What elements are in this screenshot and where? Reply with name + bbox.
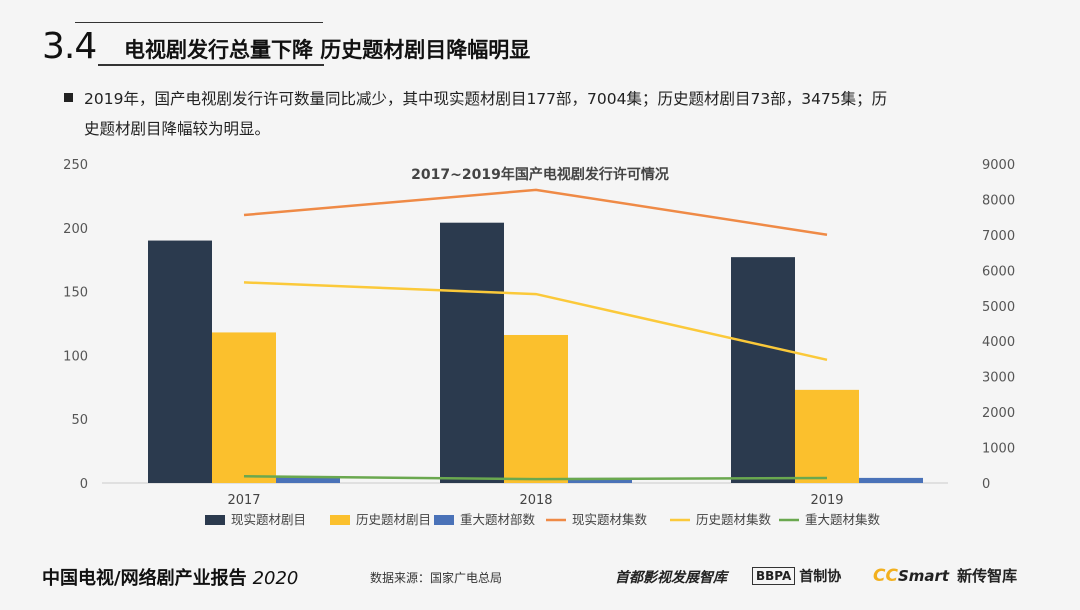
summary-line-2: 史题材剧目降幅较为明显。 bbox=[84, 120, 271, 138]
legend-swatch bbox=[434, 515, 454, 525]
logo-cc: CC bbox=[873, 566, 898, 586]
legend-swatch bbox=[205, 515, 225, 525]
legend-label: 现实题材集数 bbox=[572, 512, 648, 527]
logo-xinchuan: 新传智库 bbox=[957, 567, 1018, 585]
y-left-tick-label: 0 bbox=[80, 477, 88, 492]
x-tick-label: 2018 bbox=[519, 493, 552, 508]
bar-major-2017 bbox=[276, 476, 340, 483]
y-left-tick-label: 250 bbox=[63, 158, 88, 173]
legend-label: 重大题材集数 bbox=[805, 512, 881, 527]
summary-text: 2019年，国产电视剧发行许可数量同比减少，其中现实题材剧目177部，7004集… bbox=[84, 84, 1034, 144]
logo-smart: Smart bbox=[897, 567, 950, 585]
logo-bbpa-text: 首制协 bbox=[799, 569, 842, 585]
chart-title: 2017~2019年国产电视剧发行许可情况 bbox=[411, 166, 669, 183]
x-tick-label: 2019 bbox=[810, 493, 843, 508]
line-real-episodes bbox=[243, 188, 828, 236]
bar-real-2019 bbox=[731, 257, 795, 483]
y-left-tick-label: 150 bbox=[63, 286, 88, 301]
bar-real-2018 bbox=[440, 222, 504, 484]
legend-label: 重大题材部数 bbox=[460, 512, 536, 527]
y-right-tick-label: 5000 bbox=[982, 300, 1015, 315]
legend-swatch bbox=[330, 515, 350, 525]
y-right-tick-label: 8000 bbox=[982, 193, 1015, 208]
y-right-tick-label: 6000 bbox=[982, 264, 1015, 279]
report-title: 中国电视/网络剧产业报告 2020 bbox=[42, 564, 298, 590]
report-year: 2020 bbox=[252, 568, 299, 589]
x-tick-label: 2017 bbox=[227, 493, 260, 508]
bar-history-2018 bbox=[504, 334, 568, 483]
y-left-tick-label: 50 bbox=[71, 413, 88, 428]
y-right-tick-label: 7000 bbox=[982, 229, 1015, 244]
title-underline bbox=[98, 64, 324, 66]
logo-bbpa-box: BBPA bbox=[752, 567, 796, 585]
y-left-tick-label: 200 bbox=[63, 222, 88, 237]
legend-label: 现实题材剧目 bbox=[231, 512, 306, 527]
bar-major-2019 bbox=[859, 477, 923, 483]
bar-major-2018 bbox=[568, 477, 632, 483]
y-right-tick-label: 2000 bbox=[982, 406, 1015, 421]
bar-history-2019 bbox=[795, 389, 859, 483]
chart: 2017~2019年国产电视剧发行许可情况 0 50 100 150 200 250 0 100… bbox=[63, 158, 1015, 527]
bar-real-2017 bbox=[148, 240, 212, 483]
y-right-tick-label: 1000 bbox=[982, 442, 1015, 457]
logo-bbpa: BBPA 首制协 bbox=[752, 566, 841, 586]
logo-ccsmart: CC Smart 新传智库 bbox=[873, 565, 1017, 586]
bullet-icon bbox=[64, 93, 73, 102]
section-title: 电视剧发行总量下降 历史题材剧目降幅明显 bbox=[124, 38, 531, 62]
summary-line-1: 2019年，国产电视剧发行许可数量同比减少，其中现实题材剧目177部，7004集… bbox=[84, 90, 888, 108]
y-left-tick-label: 100 bbox=[63, 349, 88, 364]
logo-capital-film-think-tank: 首都影视发展智库 bbox=[615, 570, 727, 586]
legend-label: 历史题材集数 bbox=[696, 512, 772, 527]
legend-label: 历史题材剧目 bbox=[356, 512, 431, 527]
top-rule bbox=[75, 22, 323, 23]
report-title-text: 中国电视/网络剧产业报告 bbox=[42, 568, 247, 589]
y-right-tick-label: 4000 bbox=[982, 335, 1015, 350]
y-right-tick-label: 0 bbox=[982, 477, 990, 492]
bar-history-2017 bbox=[212, 332, 276, 483]
y-right-tick-label: 9000 bbox=[982, 158, 1015, 173]
data-source: 数据来源：国家广电总局 bbox=[370, 571, 503, 585]
y-right-tick-label: 3000 bbox=[982, 371, 1015, 386]
section-number: 3.4 bbox=[42, 26, 97, 67]
